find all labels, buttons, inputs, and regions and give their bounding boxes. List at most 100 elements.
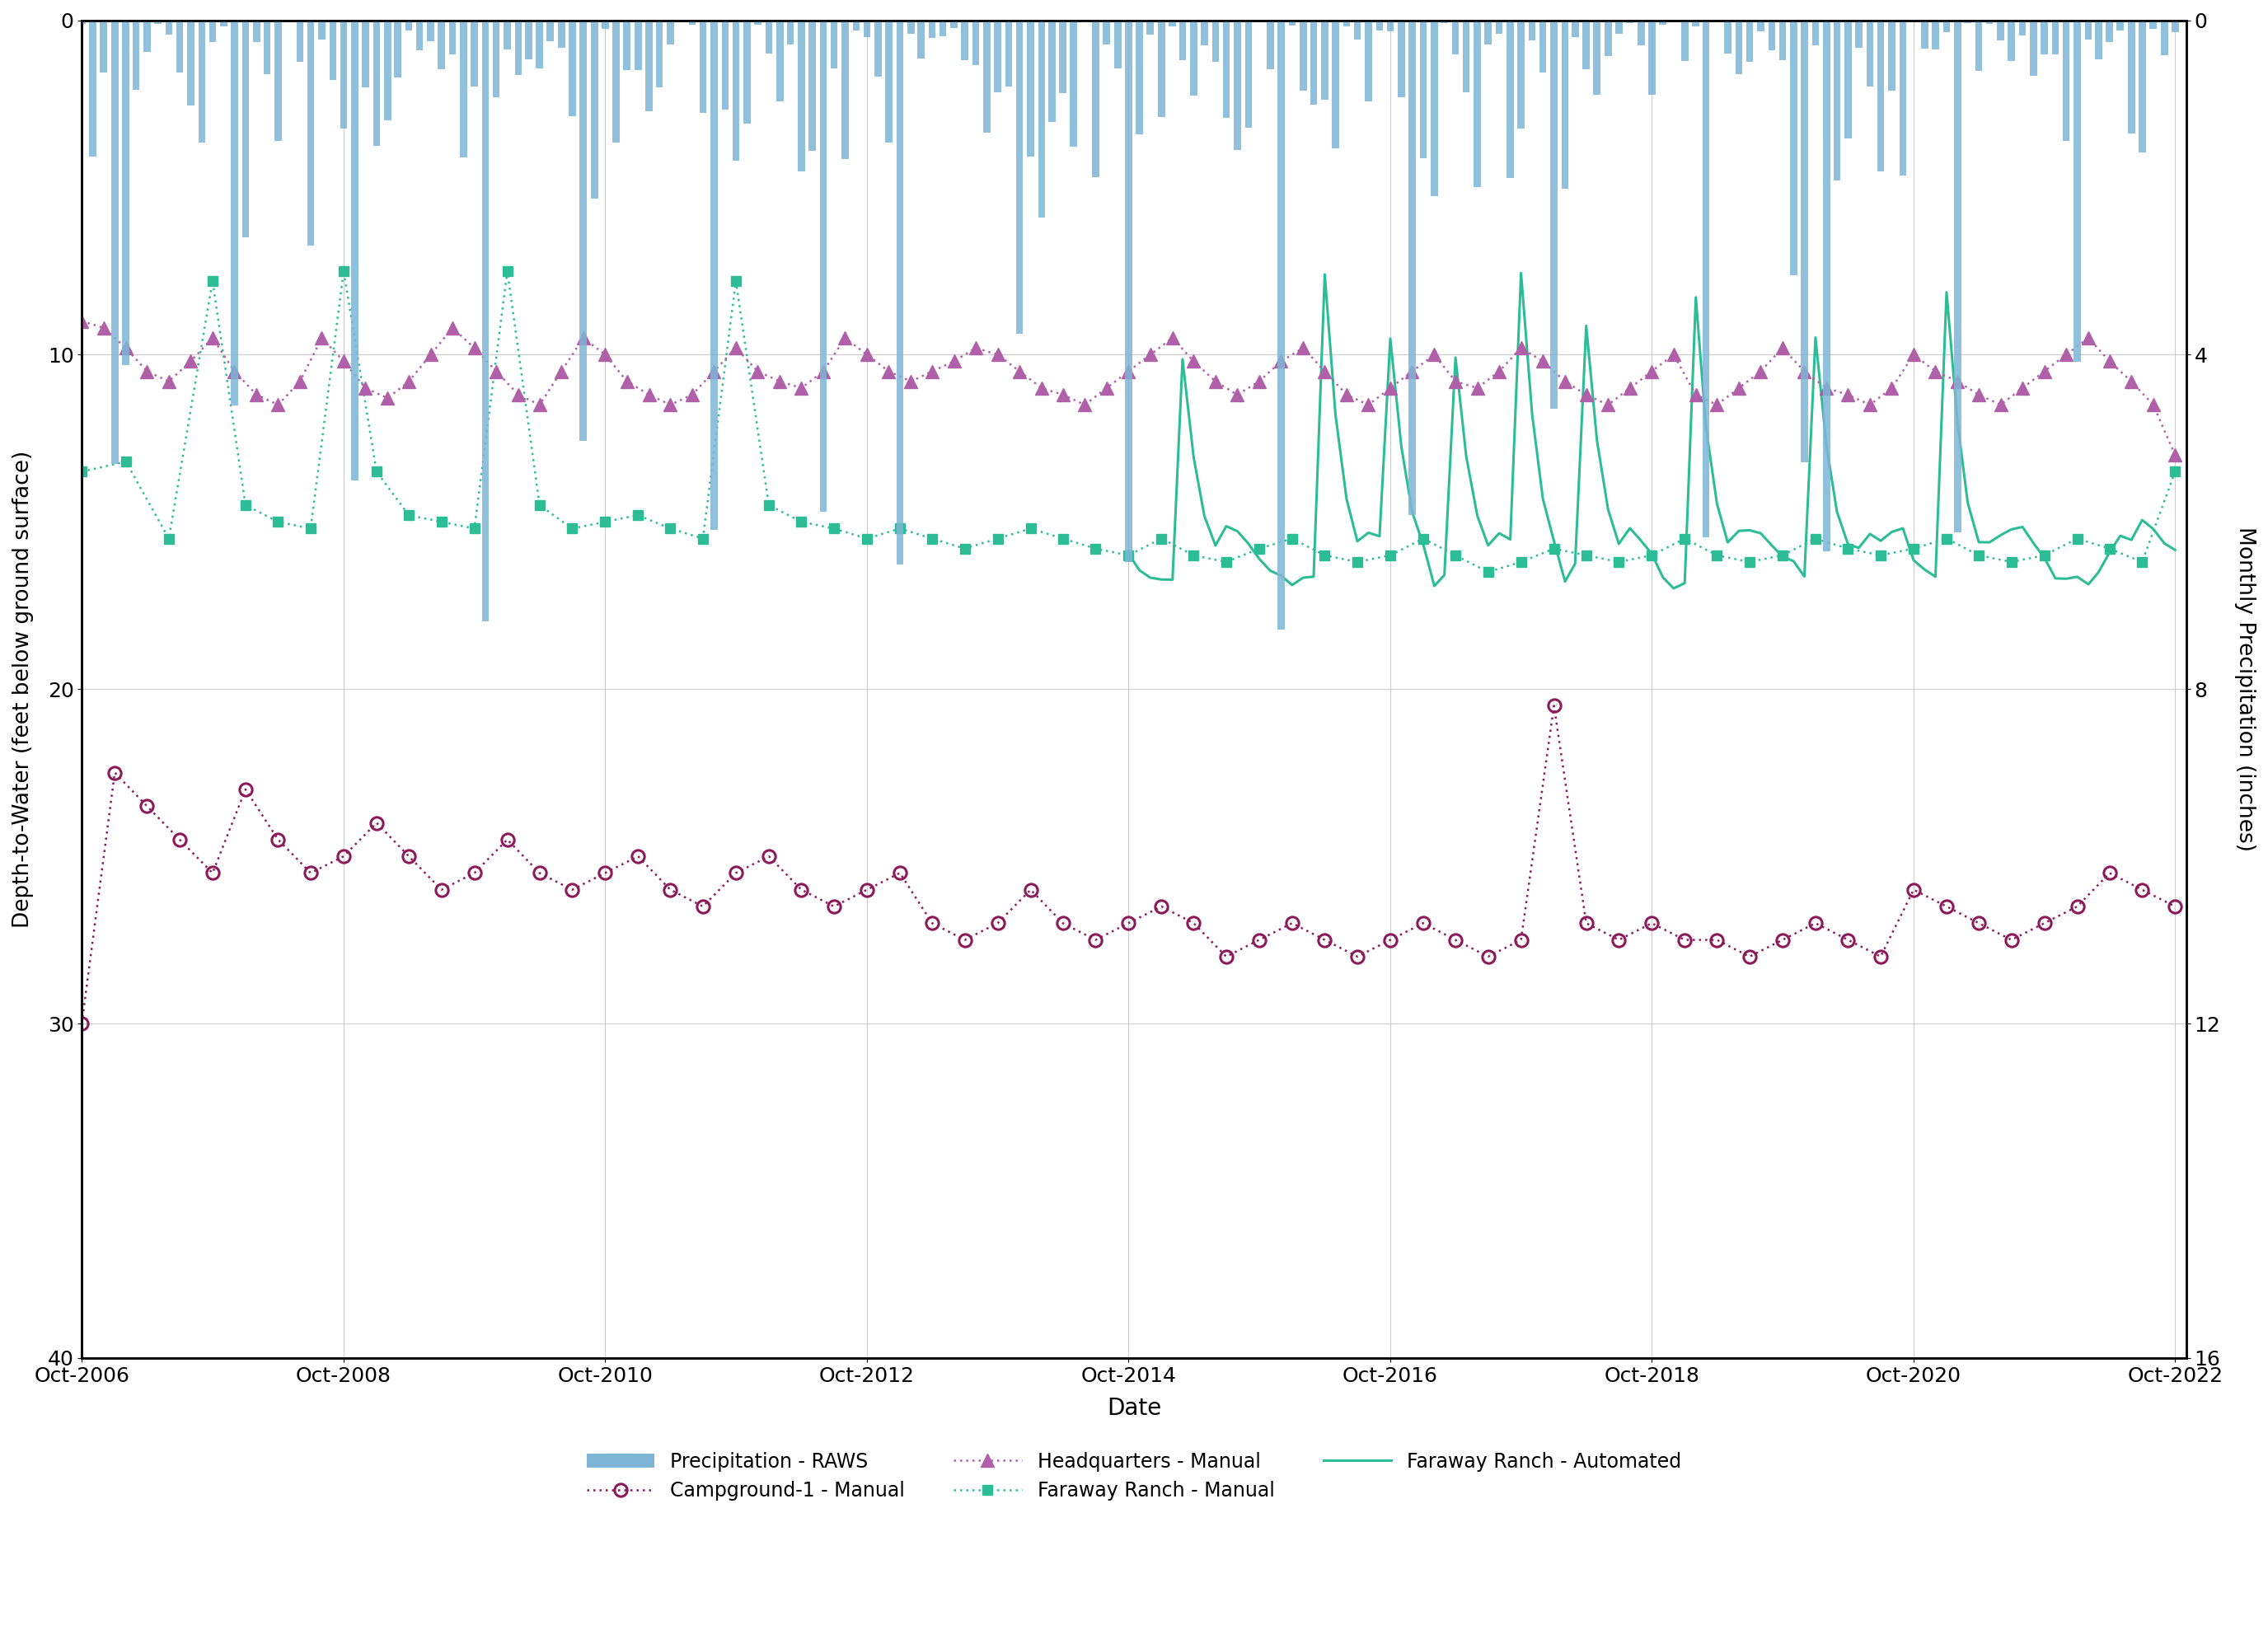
Bar xyxy=(1114,20,1120,69)
Bar xyxy=(1168,20,1177,26)
Bar xyxy=(2116,20,2123,31)
Bar xyxy=(1758,20,1765,31)
Bar xyxy=(2041,20,2048,54)
Bar xyxy=(830,20,837,69)
Bar xyxy=(2127,20,2134,133)
Bar xyxy=(1572,20,1579,36)
Bar xyxy=(1724,20,1730,54)
Bar xyxy=(2107,20,2114,41)
Bar xyxy=(166,20,172,35)
Bar xyxy=(841,20,848,159)
Bar xyxy=(460,20,467,158)
Bar xyxy=(864,20,871,36)
Bar xyxy=(209,20,215,41)
Bar xyxy=(2053,20,2059,54)
Bar xyxy=(231,20,238,404)
Bar xyxy=(950,20,957,28)
Bar xyxy=(1288,20,1295,25)
Bar xyxy=(1386,20,1395,31)
Bar xyxy=(1944,20,1950,31)
Bar xyxy=(449,20,456,54)
Bar xyxy=(535,20,542,69)
Bar xyxy=(2139,20,2146,153)
Bar xyxy=(1603,20,1613,56)
Bar xyxy=(1529,20,1535,39)
Bar xyxy=(1440,20,1447,23)
Bar xyxy=(363,20,370,87)
Bar xyxy=(372,20,381,146)
Bar xyxy=(919,20,925,58)
Bar xyxy=(984,20,991,133)
Bar xyxy=(689,20,696,25)
Bar xyxy=(111,20,118,464)
Bar xyxy=(1420,20,1427,158)
Bar xyxy=(1016,20,1023,334)
Bar xyxy=(1463,20,1470,92)
Bar xyxy=(1102,20,1109,44)
Bar xyxy=(1703,20,1710,538)
Line: Headquarters - Manual: Headquarters - Manual xyxy=(75,316,2182,462)
Bar xyxy=(667,20,674,44)
Bar xyxy=(993,20,1000,92)
Bar xyxy=(1408,20,1415,515)
Y-axis label: Monthly Precipitation (inches): Monthly Precipitation (inches) xyxy=(2234,526,2257,852)
Bar xyxy=(939,20,946,36)
Bar xyxy=(306,20,315,247)
Bar xyxy=(1898,20,1907,176)
Bar xyxy=(1594,20,1601,95)
Bar xyxy=(601,20,608,30)
Bar xyxy=(1179,20,1186,61)
Bar xyxy=(383,20,392,120)
Bar xyxy=(1769,20,1776,51)
Bar xyxy=(1833,20,1842,181)
Bar xyxy=(1615,20,1622,35)
Bar xyxy=(1789,20,1796,275)
Bar xyxy=(787,20,794,44)
Y-axis label: Depth-to-Water (feet below ground surface): Depth-to-Water (feet below ground surfac… xyxy=(11,450,34,927)
Bar xyxy=(1506,20,1513,178)
Bar xyxy=(122,20,129,365)
Bar xyxy=(481,20,490,621)
Bar xyxy=(297,20,304,61)
Bar xyxy=(1191,20,1198,95)
Bar xyxy=(1125,20,1132,562)
Bar xyxy=(569,20,576,115)
Bar xyxy=(254,20,261,41)
Bar xyxy=(1005,20,1012,87)
Bar xyxy=(1397,20,1404,97)
Bar xyxy=(1377,20,1383,31)
Bar xyxy=(243,20,249,237)
Bar xyxy=(1540,20,1547,72)
Bar xyxy=(1955,20,1962,533)
Bar xyxy=(1964,20,1971,23)
Bar xyxy=(1331,20,1338,148)
Bar xyxy=(492,20,499,97)
Bar xyxy=(1048,20,1055,122)
Bar xyxy=(1148,20,1154,35)
Bar xyxy=(274,20,281,141)
Bar xyxy=(1039,20,1046,217)
Bar xyxy=(1300,20,1306,90)
Bar xyxy=(524,20,533,59)
Bar xyxy=(2062,20,2071,141)
Bar xyxy=(1987,20,1994,23)
Bar xyxy=(1637,20,1644,44)
Bar xyxy=(1082,20,1089,21)
Bar xyxy=(1365,20,1372,102)
Bar xyxy=(581,20,587,441)
Bar xyxy=(1560,20,1569,189)
Bar xyxy=(1778,20,1787,61)
Bar xyxy=(1322,20,1329,100)
Bar xyxy=(395,20,401,77)
Bar xyxy=(590,20,599,199)
Bar xyxy=(1889,20,1896,90)
Bar xyxy=(2150,20,2157,28)
Bar xyxy=(1354,20,1361,39)
Bar xyxy=(1649,20,1656,95)
Bar xyxy=(2019,20,2025,35)
Bar xyxy=(177,20,184,72)
Bar xyxy=(1495,20,1504,35)
Bar xyxy=(612,20,619,143)
Bar xyxy=(88,20,98,156)
Bar xyxy=(624,20,631,69)
